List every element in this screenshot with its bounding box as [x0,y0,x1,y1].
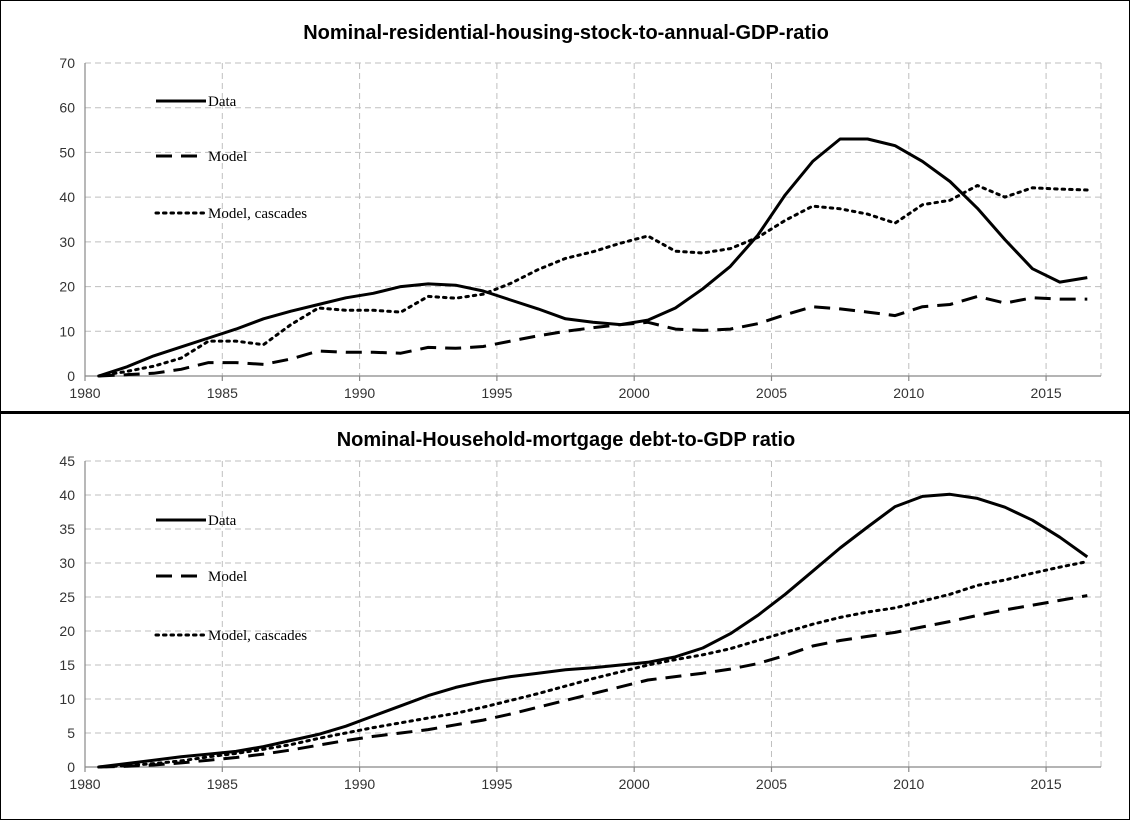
series-line-dotted [97,560,1089,769]
y-tick-label: 45 [59,453,75,469]
y-tick-label: 60 [59,100,75,116]
y-tick-label: 0 [67,759,75,775]
series-line-solid [98,492,1089,769]
x-tick-label: 2000 [619,385,650,401]
x-tick-label: 1985 [207,776,238,792]
legend-label: Model, cascades [208,628,307,644]
y-tick-label: 25 [59,589,75,605]
chart-title: Nominal-residential-housing-stock-to-ann… [303,22,829,44]
y-tick-label: 40 [59,487,75,503]
y-tick-label: 70 [59,55,75,71]
y-tick-label: 40 [59,189,75,205]
chart-title: Nominal-Household-mortgage debt-to-GDP r… [337,429,796,451]
x-tick-label: 1990 [344,776,375,792]
y-tick-label: 10 [59,323,75,339]
legend-label: Model, cascades [208,206,307,222]
series-line-dotted [97,184,1089,378]
y-tick-label: 35 [59,521,75,537]
y-tick-label: 20 [59,279,75,295]
y-tick-label: 5 [67,725,75,741]
legend-label: Data [208,94,237,110]
x-tick-label: 1980 [69,385,100,401]
x-tick-label: 2005 [756,385,787,401]
housing-stock-chart: Nominal-residential-housing-stock-to-ann… [59,22,1102,401]
legend-label: Model [208,569,247,585]
mortgage-debt-chart: Nominal-Household-mortgage debt-to-GDP r… [59,429,1102,792]
x-tick-label: 2015 [1031,776,1062,792]
series-line-solid [98,137,1088,378]
x-tick-label: 1985 [207,385,238,401]
y-tick-label: 50 [59,144,75,160]
x-tick-label: 1980 [69,776,100,792]
series-line-dashed [98,294,1088,378]
x-tick-label: 2010 [893,776,924,792]
x-tick-label: 2005 [756,776,787,792]
legend-label: Model [208,149,247,165]
housing-stock-chart-panel: Nominal-residential-housing-stock-to-ann… [0,0,1130,412]
series-line-dashed [98,594,1088,769]
y-tick-label: 20 [59,623,75,639]
x-tick-label: 2015 [1031,385,1062,401]
x-tick-label: 2010 [893,385,924,401]
legend-label: Data [208,513,237,529]
y-tick-label: 30 [59,555,75,571]
x-tick-label: 1995 [481,385,512,401]
y-tick-label: 30 [59,234,75,250]
x-tick-label: 1995 [481,776,512,792]
y-tick-label: 15 [59,657,75,673]
y-tick-label: 0 [67,368,75,384]
x-tick-label: 1990 [344,385,375,401]
x-tick-label: 2000 [619,776,650,792]
mortgage-debt-chart-panel: Nominal-Household-mortgage debt-to-GDP r… [0,412,1130,820]
y-tick-label: 10 [59,691,75,707]
